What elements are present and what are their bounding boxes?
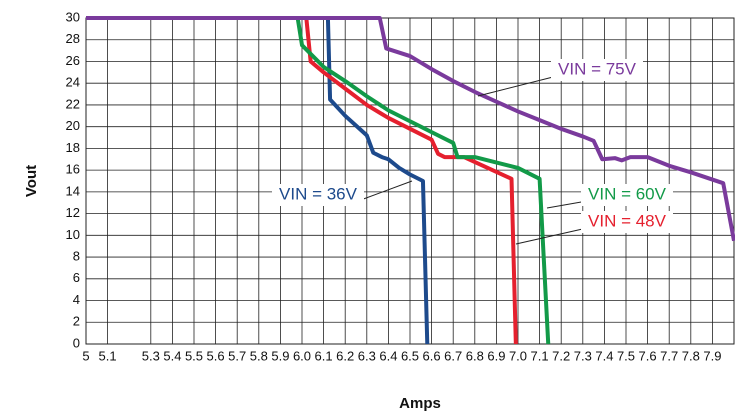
y-tick-label: 28 [66, 31, 80, 46]
x-tick-label: 5 [82, 348, 89, 363]
x-tick-label: 6.4 [379, 348, 397, 363]
series-line [86, 16, 735, 242]
y-tick-label: 16 [66, 162, 80, 177]
x-tick-label: 5.7 [228, 348, 246, 363]
x-tick-label: 7.9 [703, 348, 721, 363]
x-tick-label: 7.7 [660, 348, 678, 363]
x-axis-title: Amps [399, 395, 441, 412]
x-tick-label: 6.2 [336, 348, 354, 363]
y-tick-label: 24 [66, 75, 80, 90]
x-tick-label: 6.3 [358, 348, 376, 363]
y-tick-label: 22 [66, 96, 80, 111]
label-bg [581, 211, 673, 233]
x-tick-label: 5.4 [163, 348, 181, 363]
y-tick-label: 18 [66, 140, 80, 155]
x-tick-label: 6.9 [487, 348, 505, 363]
series-label: VIN = 36V [279, 184, 358, 203]
x-tick-label: 7.1 [531, 348, 549, 363]
x-tick-label: 5.8 [250, 348, 268, 363]
x-tick-label: 7.3 [574, 348, 592, 363]
x-tick-label: 5.6 [207, 348, 225, 363]
y-tick-label: 2 [73, 314, 80, 329]
x-tick-label: 5.9 [271, 348, 289, 363]
x-tick-label: 7.2 [552, 348, 570, 363]
y-tick-label: 4 [73, 292, 80, 307]
y-tick-label: 6 [73, 270, 80, 285]
x-tick-label: 6.8 [466, 348, 484, 363]
x-tick-label: 6.5 [401, 348, 419, 363]
connector [546, 200, 588, 209]
x-tick-label: 6.6 [423, 348, 441, 363]
series-label: VIN = 75V [558, 59, 637, 78]
series-label: VIN = 60V [588, 184, 667, 203]
series-line [86, 16, 551, 345]
y-tick-label: 0 [73, 335, 80, 350]
y-tick-label: 26 [66, 53, 80, 68]
series-label: VIN = 48V [588, 211, 667, 230]
label-bg [272, 184, 364, 206]
x-tick-label: 5.5 [185, 348, 203, 363]
y-tick-label: 20 [66, 118, 80, 133]
label-bg [551, 59, 643, 81]
x-tick-label: 5.3 [142, 348, 160, 363]
label-bg [581, 184, 673, 206]
x-tick-label: 6.1 [315, 348, 333, 363]
connector [515, 227, 588, 245]
y-tick-label: 8 [73, 249, 80, 264]
y-tick-label: 14 [66, 183, 80, 198]
x-tick-label: 7.6 [639, 348, 657, 363]
x-tick-label: 6.7 [444, 348, 462, 363]
x-tick-label: 7.4 [595, 348, 613, 363]
y-tick-label: 12 [66, 205, 80, 220]
x-tick-label: 6.0 [293, 348, 311, 363]
y-tick-label: 10 [66, 227, 80, 242]
x-tick-label: 7.0 [509, 348, 527, 363]
x-tick-label: 5.1 [99, 348, 117, 363]
x-tick-label: 7.8 [682, 348, 700, 363]
y-axis-title: Vout [23, 165, 40, 197]
y-tick-label: 30 [66, 9, 80, 24]
x-tick-label: 7.5 [617, 348, 635, 363]
series-line [86, 16, 430, 345]
connector [357, 180, 413, 202]
connector [477, 75, 558, 97]
